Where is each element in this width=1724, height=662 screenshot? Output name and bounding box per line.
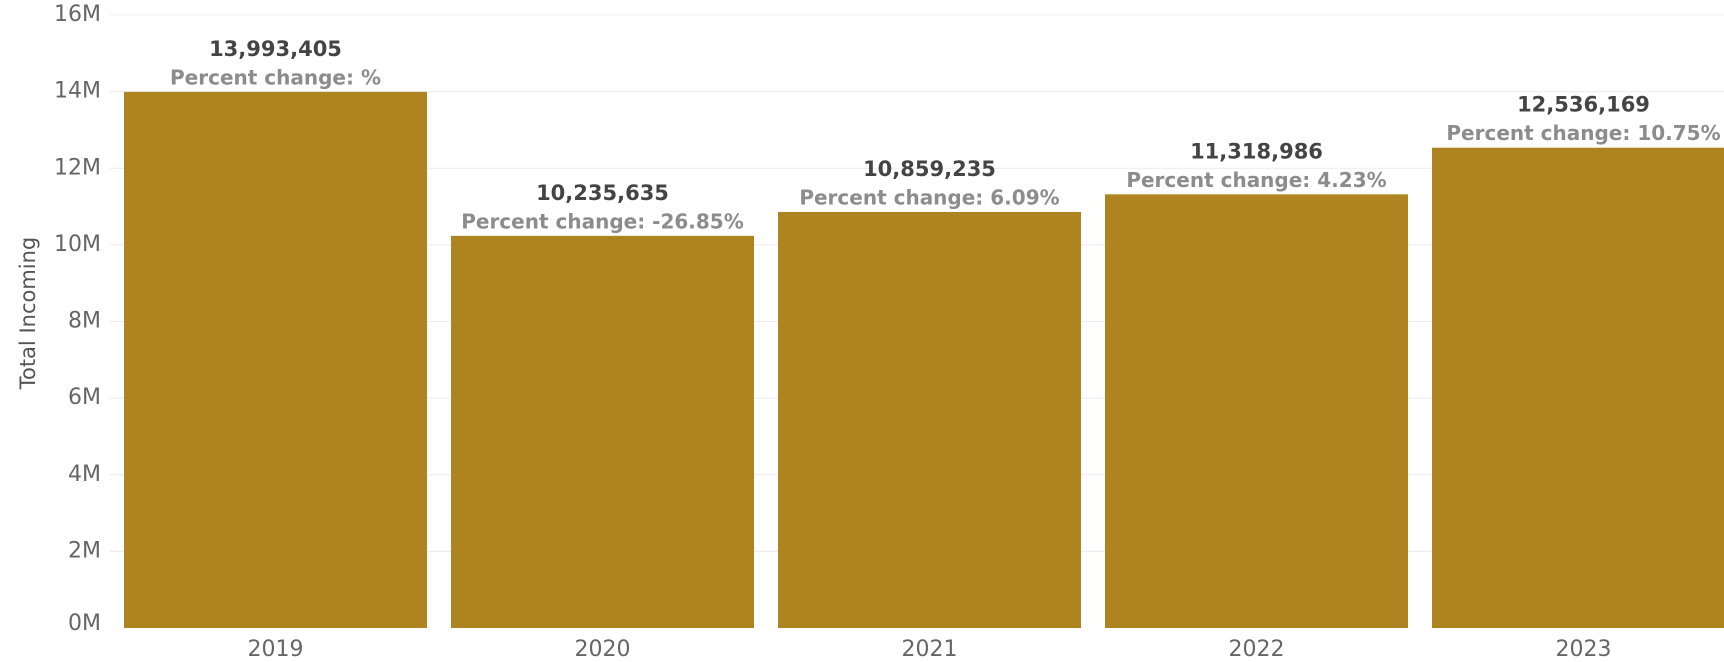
bar-percent-change-label: Percent change: 10.75% [1446, 121, 1720, 145]
bar-value-label: 13,993,405 [209, 37, 342, 61]
bar-percent-change-label: Percent change: % [170, 65, 381, 89]
bar-2023[interactable] [1432, 147, 1724, 629]
bar-value-label: 12,536,169 [1517, 93, 1650, 117]
bar-2020[interactable] [451, 235, 754, 628]
bar-percent-change-label: Percent change: 6.09% [799, 185, 1059, 209]
bar-value-label: 10,859,235 [863, 157, 996, 181]
x-tick-label: 2020 [575, 637, 631, 662]
x-tick-label: 2022 [1229, 637, 1285, 662]
data-labels: 13,993,405 Percent change: % 10,235,635 Per… [170, 37, 1721, 233]
bar-percent-change-label: Percent change: -26.85% [461, 209, 744, 233]
bar-percent-change-label: Percent change: 4.23% [1126, 168, 1386, 192]
y-tick-label: 0M [68, 611, 101, 636]
bars [124, 91, 1724, 629]
y-tick-label: 16M [54, 2, 101, 27]
y-axis-ticks: 0M 2M 4M 6M 8M 10M 12M 14M 16M [54, 2, 101, 636]
x-tick-label: 2023 [1556, 637, 1612, 662]
x-tick-label: 2019 [248, 637, 304, 662]
y-tick-label: 8M [68, 309, 101, 334]
y-tick-label: 12M [54, 155, 101, 180]
y-tick-label: 2M [68, 538, 101, 563]
bar-value-label: 11,318,986 [1190, 139, 1323, 163]
y-tick-label: 6M [68, 385, 101, 410]
y-tick-label: 10M [54, 232, 101, 257]
x-axis-ticks: 2019 2020 2021 2022 2023 [248, 637, 1612, 662]
bar-2021[interactable] [778, 211, 1081, 628]
bar-2019[interactable] [124, 91, 427, 628]
bar-value-label: 10,235,635 [536, 181, 669, 205]
x-tick-label: 2021 [902, 637, 958, 662]
y-tick-label: 4M [68, 462, 101, 487]
bar-2022[interactable] [1105, 194, 1408, 628]
y-tick-label: 14M [54, 79, 101, 104]
y-axis-label: Total Incoming [16, 237, 40, 391]
